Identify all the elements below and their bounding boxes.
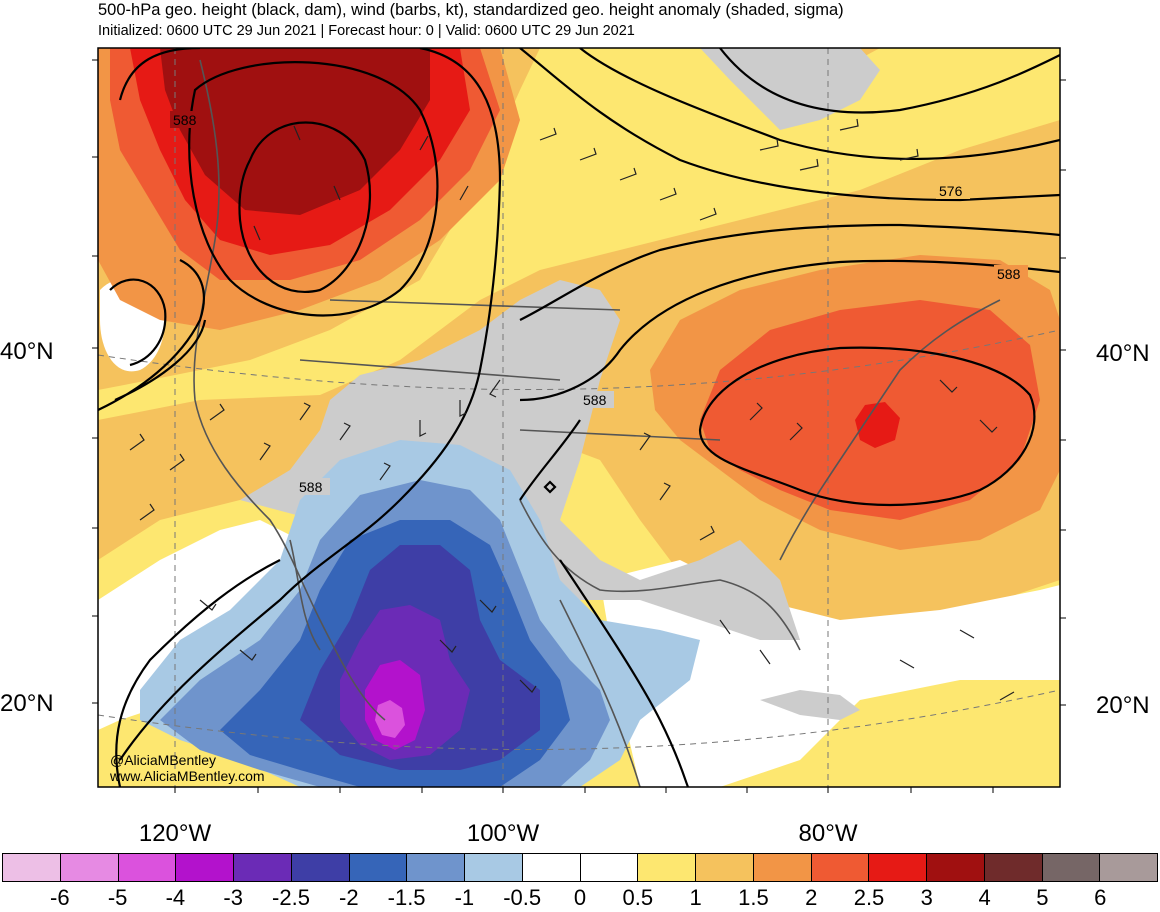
colorbar-cell bbox=[638, 854, 696, 881]
colorbar-cell bbox=[984, 854, 1043, 881]
lat-label-40n-right: 40°N bbox=[1096, 340, 1150, 367]
height-contours bbox=[98, 48, 1060, 787]
colorbar-cell bbox=[753, 854, 812, 881]
colorbar bbox=[2, 853, 1158, 882]
anomaly-fill-grey-central bbox=[240, 280, 800, 640]
colorbar-tick-label: 2 bbox=[805, 885, 818, 910]
anomaly-fill-purple-3 bbox=[375, 700, 405, 738]
colorbar-cell bbox=[118, 854, 177, 881]
lat-label-40n-left: 40°N bbox=[0, 338, 54, 365]
colorbar-tick-label: -1 bbox=[454, 885, 475, 910]
map-subtitle: Initialized: 0600 UTC 29 Jun 2021 | Fore… bbox=[98, 23, 635, 39]
colorbar-tick-label: -2.5 bbox=[272, 885, 310, 910]
map-frame bbox=[97, 47, 1061, 788]
colorbar-cell bbox=[522, 854, 581, 881]
colorbar-tick-label: 2.5 bbox=[853, 885, 885, 910]
lon-label-120w: 120°W bbox=[138, 820, 212, 847]
colorbar-cell bbox=[3, 854, 61, 881]
colorbar-tick-label: -4 bbox=[165, 885, 186, 910]
map-ticks bbox=[92, 59, 1066, 793]
colorbar-tick-label: -0.5 bbox=[503, 885, 542, 910]
colorbar-tick-label: 1 bbox=[689, 885, 702, 910]
colorbar-tick-label: -5 bbox=[107, 885, 128, 910]
graticule bbox=[98, 48, 1060, 787]
colorbar-cell bbox=[176, 854, 234, 881]
colorbar-cell bbox=[580, 854, 639, 881]
colorbar-cell bbox=[1100, 854, 1157, 881]
contour-label: 588 bbox=[583, 392, 607, 408]
coastlines bbox=[193, 59, 1001, 787]
colorbar-cell bbox=[1042, 854, 1101, 881]
anomaly-fill-grey-cuba bbox=[760, 690, 860, 720]
lat-label-20n-right: 20°N bbox=[1096, 692, 1150, 719]
colorbar-tick-label: 3 bbox=[920, 885, 933, 910]
colorbar-tick-label: -3 bbox=[223, 885, 243, 910]
lon-label-100w: 100°W bbox=[466, 820, 540, 847]
colorbar-cell bbox=[696, 854, 754, 881]
colorbar-tick-label: -2 bbox=[339, 885, 359, 910]
anomaly-fill-brightred-east bbox=[855, 402, 900, 448]
colorbar-ticks: -6 -5 -4 -3 -2.5 -2 -1.5 -1 -0.5 0 0.5 1 1.5 2 2.5 3 4 5 6 bbox=[2, 886, 1158, 912]
colorbar-tick-label: 0.5 bbox=[622, 885, 654, 910]
colorbar-cell bbox=[869, 854, 927, 881]
colorbar-cell bbox=[349, 854, 408, 881]
anomaly-fill-yellow bbox=[98, 48, 1060, 420]
lat-label-20n-left: 20°N bbox=[0, 690, 54, 717]
colorbar-cell bbox=[234, 854, 292, 881]
colorbar-tick-label: -6 bbox=[50, 885, 70, 910]
map-title: 500-hPa geo. height (black, dam), wind (… bbox=[98, 1, 844, 19]
colorbar-cell bbox=[60, 854, 119, 881]
colorbar-tick-label: 4 bbox=[978, 885, 991, 910]
colorbar-cell bbox=[465, 854, 523, 881]
contour-label-group: 588 588 588 576 588 bbox=[170, 111, 1028, 495]
contour-label: 588 bbox=[997, 266, 1021, 282]
colorbar-tick-label: 1.5 bbox=[738, 885, 769, 910]
credit-handle: @AliciaMBentley bbox=[110, 752, 217, 768]
colorbar-tick-label: 5 bbox=[1036, 885, 1049, 910]
colorbar-tick-label: -1.5 bbox=[387, 885, 426, 910]
colorbar-tick-label: 0 bbox=[573, 885, 587, 910]
colorbar-cell bbox=[811, 854, 870, 881]
contour-label: 576 bbox=[939, 183, 963, 199]
credit-website: www.AliciaMBentley.com bbox=[110, 768, 265, 784]
anomaly-fill-grey-north bbox=[700, 48, 880, 130]
contour-label: 588 bbox=[173, 112, 197, 128]
colorbar-cell bbox=[291, 854, 350, 881]
colorbar-tick-label: 6 bbox=[1094, 885, 1107, 910]
colorbar-cell bbox=[407, 854, 465, 881]
weather-map: 588 588 588 576 588 bbox=[92, 47, 1066, 793]
anomaly-fill-darkred-nw bbox=[160, 48, 430, 215]
colorbar-cell bbox=[927, 854, 985, 881]
lon-label-80w: 80°W bbox=[798, 820, 858, 847]
wind-barbs bbox=[129, 118, 1015, 701]
contour-label: 588 bbox=[299, 479, 323, 495]
